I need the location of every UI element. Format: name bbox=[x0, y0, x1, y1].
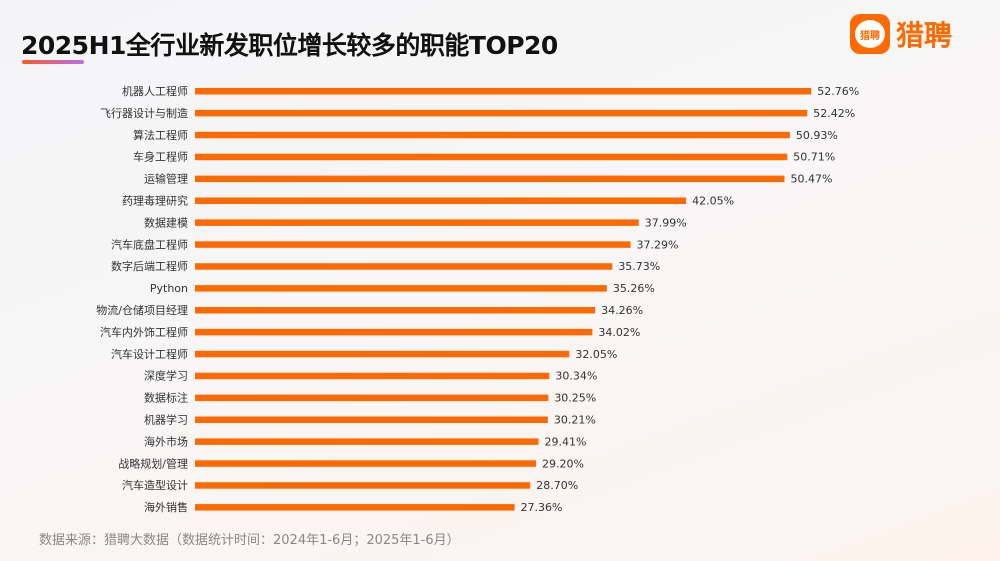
value-label: 50.71% bbox=[793, 151, 835, 164]
value-label: 42.05% bbox=[692, 195, 734, 208]
category-label: 数据建模 bbox=[144, 215, 188, 229]
logo: 猎聘 猎聘 bbox=[850, 14, 952, 54]
bar bbox=[195, 394, 549, 402]
category-label: 汽车设计工程师 bbox=[111, 347, 188, 361]
value-label: 27.36% bbox=[521, 501, 563, 514]
category-label: 物流/仓储项目经理 bbox=[96, 303, 188, 317]
bar bbox=[195, 197, 687, 204]
category-label: 汽车内外饰工程师 bbox=[100, 325, 188, 339]
category-label: 汽车造型设计 bbox=[122, 478, 188, 492]
category-label: 算法工程师 bbox=[133, 128, 188, 142]
category-label: 深度学习 bbox=[144, 369, 188, 383]
bar bbox=[195, 482, 531, 489]
bar bbox=[195, 438, 539, 445]
value-label: 52.42% bbox=[813, 107, 855, 120]
bar bbox=[195, 460, 537, 467]
value-label: 35.26% bbox=[613, 282, 655, 295]
bar bbox=[195, 263, 613, 270]
bar bbox=[195, 241, 631, 248]
bar bbox=[195, 175, 785, 183]
bar bbox=[195, 416, 548, 423]
data-source-note: 数据来源：猎聘大数据（数据统计时间：2024年1-6月；2025年1-6月） bbox=[39, 533, 460, 548]
value-label: 30.21% bbox=[554, 414, 596, 427]
logo-badge-text: 猎聘 bbox=[855, 20, 885, 48]
value-label: 37.29% bbox=[637, 238, 679, 251]
value-label: 29.41% bbox=[545, 435, 587, 448]
value-label: 34.26% bbox=[601, 304, 643, 317]
value-label: 30.25% bbox=[554, 392, 596, 405]
page-title: 2025H1全行业新发职位增长较多的职能TOP20 bbox=[21, 31, 558, 60]
logo-text: 猎聘 bbox=[896, 19, 953, 52]
category-label: 药理毒理研究 bbox=[122, 194, 188, 208]
category-label: 海外市场 bbox=[144, 434, 188, 448]
category-label: 飞行器设计与制造 bbox=[100, 106, 188, 120]
bar bbox=[195, 219, 639, 226]
value-label: 37.99% bbox=[645, 216, 687, 229]
value-label: 30.34% bbox=[555, 370, 597, 383]
bar bbox=[195, 131, 790, 139]
bar bbox=[195, 88, 812, 95]
category-label: 机器人工程师 bbox=[122, 84, 188, 98]
title-underline bbox=[22, 60, 84, 64]
value-label: 34.02% bbox=[598, 326, 640, 339]
value-label: 32.05% bbox=[575, 348, 617, 361]
category-label: 数字后端工程师 bbox=[111, 259, 188, 273]
bar bbox=[195, 307, 596, 314]
category-label: 汽车底盘工程师 bbox=[111, 237, 188, 251]
value-label: 28.70% bbox=[536, 479, 578, 492]
bar bbox=[195, 109, 808, 117]
category-label: Python bbox=[150, 282, 188, 295]
value-label: 50.47% bbox=[790, 173, 832, 186]
value-label: 29.20% bbox=[542, 457, 584, 470]
category-label: 海外销售 bbox=[144, 500, 188, 514]
logo-badge-icon: 猎聘 bbox=[850, 14, 890, 54]
bar bbox=[195, 153, 788, 161]
category-label: 车身工程师 bbox=[133, 150, 188, 164]
value-label: 50.93% bbox=[796, 129, 838, 142]
bar bbox=[195, 372, 550, 380]
value-label: 52.76% bbox=[817, 85, 859, 98]
category-label: 机器学习 bbox=[144, 413, 188, 427]
bar bbox=[195, 504, 515, 511]
bar bbox=[195, 285, 607, 292]
category-label: 数据标注 bbox=[144, 391, 188, 405]
bar bbox=[195, 328, 593, 336]
category-label: 战略规划/管理 bbox=[118, 456, 188, 470]
bar bbox=[195, 350, 570, 358]
value-label: 35.73% bbox=[618, 260, 660, 273]
category-label: 运输管理 bbox=[144, 172, 188, 186]
